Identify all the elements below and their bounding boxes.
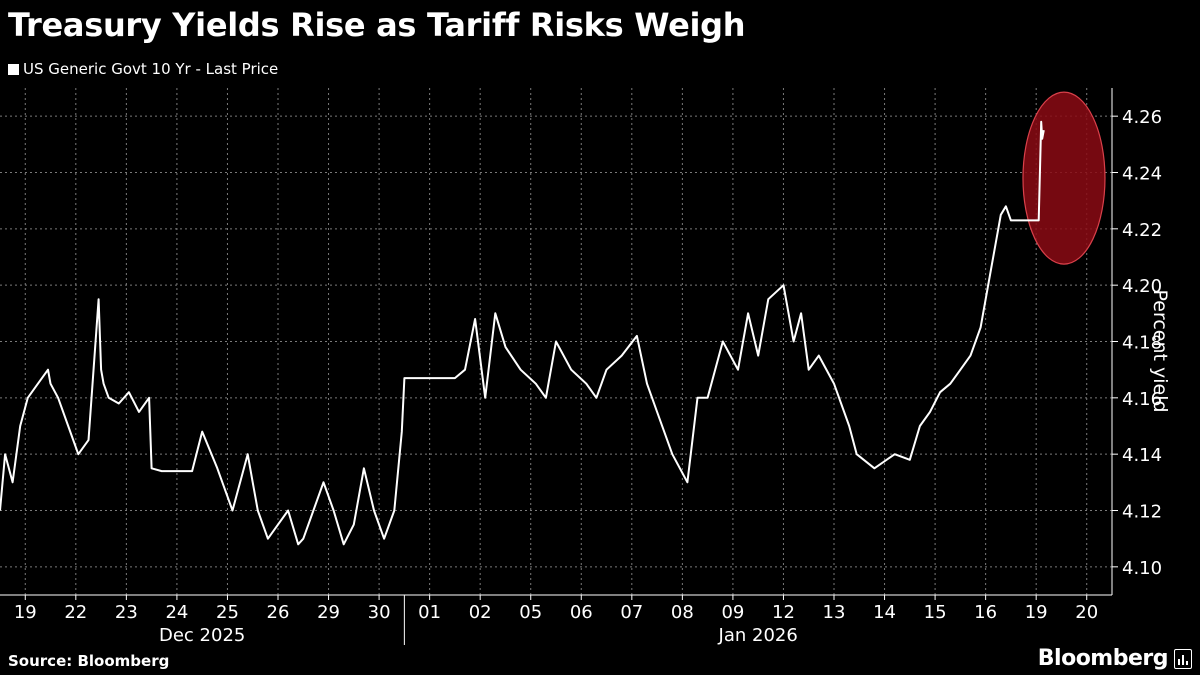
x-tick-label: 08 bbox=[671, 602, 694, 623]
x-tick-label: 20 bbox=[1075, 602, 1098, 623]
x-tick-label: 09 bbox=[721, 602, 744, 623]
highlight-ellipse bbox=[1022, 91, 1106, 265]
x-tick-label: 15 bbox=[924, 602, 947, 623]
series-line bbox=[0, 120, 1045, 546]
x-tick-label: 12 bbox=[772, 602, 795, 623]
legend: US Generic Govt 10 Yr - Last Price bbox=[8, 60, 278, 78]
y-tick-label: 4.18 bbox=[1122, 333, 1162, 354]
legend-swatch bbox=[8, 63, 19, 75]
x-tick-label: 06 bbox=[570, 602, 593, 623]
chart-title: Treasury Yields Rise as Tariff Risks Wei… bbox=[8, 6, 746, 44]
x-tick-label: 14 bbox=[873, 602, 896, 623]
source-note: Source: Bloomberg bbox=[8, 652, 170, 670]
y-tick-label: 4.26 bbox=[1122, 107, 1162, 128]
brand-logo: Bloomberg bbox=[1038, 646, 1192, 671]
y-tick-label: 4.22 bbox=[1122, 220, 1162, 241]
y-axis-label: Percent yield bbox=[1149, 289, 1171, 413]
y-tick-label: 4.24 bbox=[1122, 164, 1162, 185]
x-tick-label: 24 bbox=[165, 602, 188, 623]
month-label: Jan 2026 bbox=[718, 625, 798, 646]
bloomberg-chart-icon bbox=[1174, 648, 1192, 669]
x-tick-label: 19 bbox=[1025, 602, 1048, 623]
y-tick-label: 4.20 bbox=[1122, 276, 1162, 297]
x-tick-label: 02 bbox=[469, 602, 492, 623]
y-tick-label: 4.14 bbox=[1122, 445, 1162, 466]
x-tick-label: 05 bbox=[519, 602, 542, 623]
y-tick-label: 4.12 bbox=[1122, 502, 1162, 523]
y-tick-label: 4.10 bbox=[1122, 558, 1162, 579]
x-tick-label: 26 bbox=[267, 602, 290, 623]
x-tick-label: 19 bbox=[14, 602, 37, 623]
x-tick-label: 23 bbox=[115, 602, 138, 623]
legend-label: US Generic Govt 10 Yr - Last Price bbox=[23, 60, 279, 78]
y-tick-label: 4.16 bbox=[1122, 389, 1162, 410]
x-tick-label: 13 bbox=[823, 602, 846, 623]
x-tick-label: 25 bbox=[216, 602, 239, 623]
brand-name: Bloomberg bbox=[1037, 646, 1169, 671]
x-tick-label: 29 bbox=[317, 602, 340, 623]
x-tick-label: 07 bbox=[620, 602, 643, 623]
x-tick-label: 22 bbox=[64, 602, 87, 623]
x-tick-label: 30 bbox=[368, 602, 391, 623]
x-tick-label: 16 bbox=[974, 602, 997, 623]
month-label: Dec 2025 bbox=[159, 625, 245, 646]
x-tick-label: 01 bbox=[418, 602, 441, 623]
